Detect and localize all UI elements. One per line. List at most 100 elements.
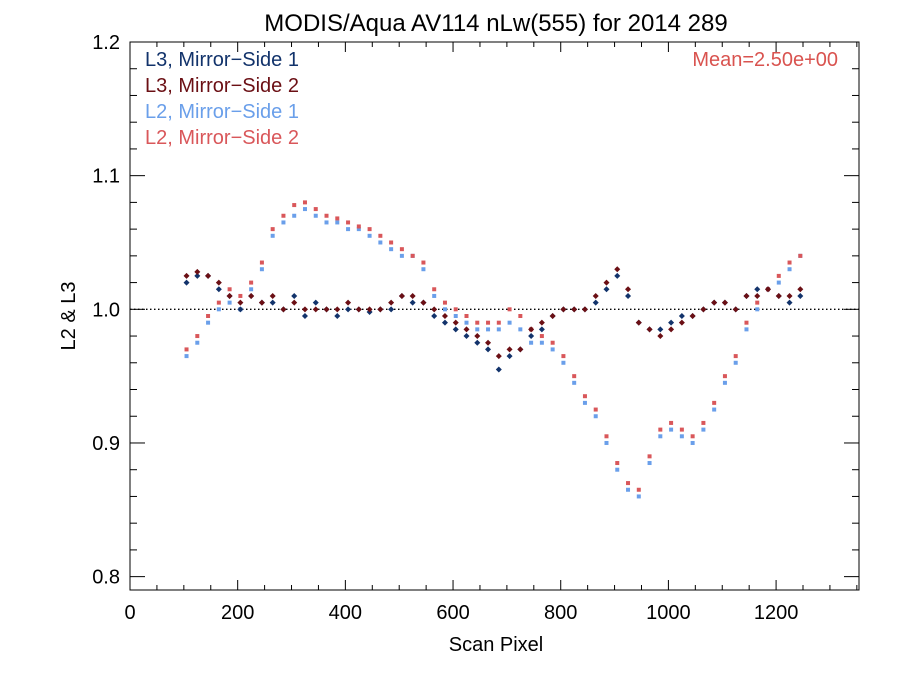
y-tick-label: 0.8 [92,567,120,589]
data-point [421,267,426,272]
data-point [701,427,706,432]
data-point [528,333,535,340]
data-point [485,346,492,353]
data-point [195,334,200,339]
data-point [572,380,577,385]
data-point [486,320,491,325]
data-point [367,227,372,232]
data-point [786,299,793,306]
x-tick-label: 1200 [754,602,799,624]
legend-item-l2-ms2: L2, Mirror−Side 2 [145,127,299,149]
series-0 [183,272,804,373]
data-point [291,299,298,306]
data-point [550,340,555,345]
data-point [581,306,588,313]
data-point [787,260,792,265]
x-tick-label: 0 [124,602,135,624]
data-point [377,306,384,313]
data-point [754,286,761,293]
mean-annotation: Mean=2.50e+00 [692,49,838,71]
data-point [507,320,512,325]
data-point [668,319,675,326]
data-point [798,253,803,258]
data-point [356,227,361,232]
data-point [658,434,663,439]
data-point [194,268,201,275]
data-point [538,319,545,326]
data-point [249,287,254,292]
data-point [345,306,352,313]
x-axis-title: Scan Pixel [449,634,544,656]
data-point [700,306,707,313]
data-point [592,292,599,299]
data-point [184,347,189,352]
data-point [356,224,361,229]
data-point [474,333,481,340]
data-point [529,340,534,345]
data-point [614,266,621,273]
data-point [367,233,372,238]
data-point [366,306,373,313]
data-point [690,440,695,445]
data-point [549,313,556,319]
data-point [701,420,706,425]
data-point [323,306,330,313]
data-point [744,320,749,325]
data-point [635,319,642,326]
data-point [593,407,598,412]
data-point [669,427,674,432]
data-point [550,347,555,352]
data-point [355,306,362,313]
data-point [614,272,621,279]
data-point [657,326,664,333]
series-1 [183,266,804,360]
data-point [636,494,641,499]
chart-title: MODIS/Aqua AV114 nLw(555) for 2014 289 [264,10,727,37]
data-point [464,320,469,325]
data-point [733,360,738,365]
data-point [464,314,469,318]
data-point [389,240,394,245]
data-point [690,434,695,439]
data-point [571,306,578,313]
data-point [647,454,652,459]
data-point [604,440,609,445]
data-point [291,292,298,299]
data-point [452,319,459,326]
data-point [420,299,427,306]
data-point [776,273,781,278]
data-point [615,461,620,466]
data-point [592,299,599,306]
data-point [506,346,513,353]
data-point [301,313,308,319]
x-tick-label: 1000 [646,602,691,624]
x-tick-label: 800 [544,602,577,624]
data-point [647,461,652,466]
data-point [561,354,566,359]
data-point [249,280,254,285]
data-point [658,427,663,432]
x-tick-label: 200 [221,602,254,624]
data-point [432,287,437,292]
data-point [797,286,804,293]
data-point [743,292,750,299]
data-point [346,227,351,232]
data-point [669,420,674,425]
data-point [281,213,286,218]
data-point [442,300,447,305]
data-point [786,292,793,299]
data-point [324,220,329,225]
data-point [301,306,308,313]
data-point [625,292,632,299]
data-point [582,400,587,405]
data-point [517,346,524,353]
series-2 [184,207,803,499]
data-point [486,327,491,332]
data-point [712,407,717,412]
data-point [216,300,221,305]
data-point [216,307,221,312]
data-point [238,293,243,298]
legend-item-l3-ms2: L3, Mirror−Side 2 [145,75,299,97]
data-point [335,220,340,225]
data-point [572,374,577,379]
